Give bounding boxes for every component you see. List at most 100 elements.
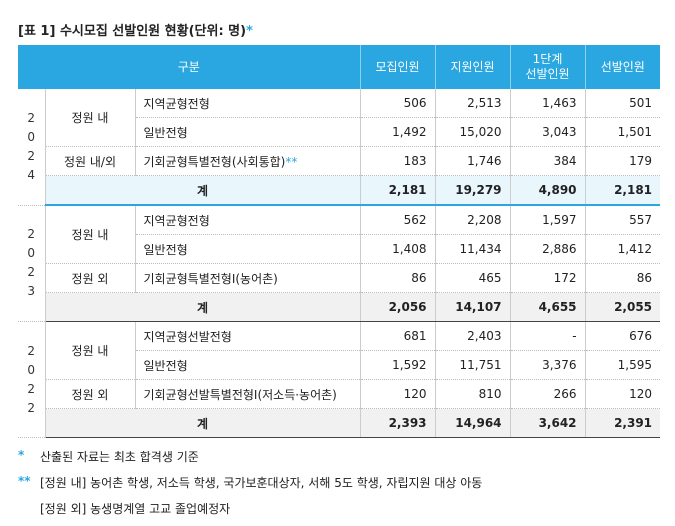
value-cell: 1,492 — [360, 117, 436, 147]
table-row: 정원 외 기회균형특별전형Ⅰ(농어촌) 86 465 172 86 — [18, 263, 661, 293]
total-row: 계 2,181 19,279 4,890 2,181 — [18, 175, 661, 206]
value-cell: 1,408 — [360, 234, 436, 264]
title: [표 1] 수시모집 선발인원 현황(단위: 명)* — [18, 20, 253, 39]
note-mark: ** — [18, 474, 31, 488]
header-cell: 1단계 선발인원 — [510, 45, 586, 89]
note-text: [정원 외] 농생명계열 고교 졸업예정자 — [40, 502, 231, 516]
header-cell: 구분 — [18, 45, 361, 89]
total-value: 14,964 — [435, 408, 511, 438]
header-cell: 모집인원 — [360, 45, 436, 89]
note: [정원 외] 농생명계열 고교 졸업예정자 — [18, 500, 482, 517]
total-value: 2,181 — [360, 175, 436, 206]
row-name: 기회균형특별전형Ⅰ(농어촌) — [143, 271, 278, 286]
total-value: 3,642 — [510, 408, 586, 438]
row-name: 기회균형특별전형(사회통합) — [143, 154, 286, 169]
row-name: 지역균형선발전형 — [143, 329, 232, 344]
total-label: 계 — [45, 175, 361, 206]
notes: * 산출된 자료는 최초 합격생 기준 ** [정원 내] 농어촌 학생, 저소득 학… — [18, 448, 482, 526]
total-value: 4,890 — [510, 175, 586, 206]
table-row: 정원 외 기회균형선발특별전형Ⅰ(저소득·농어촌) 120 810 266 120 — [18, 379, 661, 409]
note-text: [정원 내] 농어촌 학생, 저소득 학생, 국가보훈대상자, 서해 5도 학생… — [40, 476, 483, 490]
value-cell: 1,595 — [585, 350, 661, 380]
value-cell: 1,463 — [510, 89, 586, 118]
value-cell: 2,886 — [510, 234, 586, 264]
name-cell: 일반전형 — [135, 350, 361, 380]
value-cell: 3,376 — [510, 350, 586, 380]
name-cell: 지역균형선발전형 — [135, 321, 361, 351]
header-cell: 지원인원 — [435, 45, 511, 89]
note: ** [정원 내] 농어촌 학생, 저소득 학생, 국가보훈대상자, 서해 5도 … — [18, 474, 482, 491]
value-cell: 11,751 — [435, 350, 511, 380]
total-value: 2,393 — [360, 408, 436, 438]
total-value: 2,391 — [585, 408, 661, 438]
row-name: 일반전형 — [143, 125, 188, 140]
value-cell: 86 — [360, 263, 436, 293]
value-cell: 179 — [585, 146, 661, 176]
total-value: 4,655 — [510, 292, 586, 322]
row-name: 기회균형선발특별전형Ⅰ(저소득·농어촌) — [143, 387, 337, 402]
group-cell: 정원 내 — [45, 321, 136, 380]
title-mark: * — [246, 24, 253, 39]
value-cell: 86 — [585, 263, 661, 293]
row-name: 일반전형 — [143, 358, 188, 373]
value-cell: 384 — [510, 146, 586, 176]
total-value: 19,279 — [435, 175, 511, 206]
value-cell: 2,403 — [435, 321, 511, 351]
total-value: 14,107 — [435, 292, 511, 322]
table-row: 일반전형 1,492 15,020 3,043 1,501 — [18, 117, 661, 147]
year-cell: 2024 — [18, 89, 46, 206]
value-cell: 810 — [435, 379, 511, 409]
value-cell: 120 — [360, 379, 436, 409]
row-name: 지역균형전형 — [143, 213, 210, 228]
value-cell: 501 — [585, 89, 661, 118]
value-cell: 172 — [510, 263, 586, 293]
table-row: 2024 정원 내 지역균형전형 506 2,513 1,463 501 — [18, 89, 661, 206]
value-cell: 465 — [435, 263, 511, 293]
name-cell: 기회균형특별전형(사회통합)** — [135, 146, 361, 176]
value-cell: 15,020 — [435, 117, 511, 147]
name-cell: 지역균형전형 — [135, 205, 361, 235]
value-cell: 676 — [585, 321, 661, 351]
value-cell: 506 — [360, 89, 436, 118]
value-cell: 1,746 — [435, 146, 511, 176]
row-mark: ** — [285, 154, 298, 169]
name-cell: 기회균형선발특별전형Ⅰ(저소득·농어촌) — [135, 379, 361, 409]
value-cell: 3,043 — [510, 117, 586, 147]
value-cell: 1,412 — [585, 234, 661, 264]
group-cell: 정원 내/외 — [45, 146, 136, 176]
table-row: 2023 정원 내 지역균형전형 562 2,208 1,597 557 — [18, 205, 661, 322]
value-cell: 11,434 — [435, 234, 511, 264]
value-cell: 2,208 — [435, 205, 511, 235]
group-cell: 정원 외 — [45, 379, 136, 409]
total-row: 계 2,056 14,107 4,655 2,055 — [18, 292, 661, 322]
value-cell: 1,597 — [510, 205, 586, 235]
table-row: 정원 내/외 기회균형특별전형(사회통합)** 183 1,746 384 179 — [18, 146, 661, 176]
name-cell: 일반전형 — [135, 234, 361, 264]
value-cell: - — [510, 321, 586, 351]
table-row: 2022 정원 내 지역균형선발전형 681 2,403-676 — [18, 321, 661, 438]
header-row: 구분 모집인원 지원인원 1단계 선발인원 선발인원 — [18, 45, 661, 89]
value-cell: 266 — [510, 379, 586, 409]
total-row: 계 2,393 14,964 3,642 2,391 — [18, 408, 661, 438]
total-label: 계 — [45, 292, 361, 322]
table: 구분 모집인원 지원인원 1단계 선발인원 선발인원 2024 정원 내 지역균형전형 506… — [18, 45, 661, 438]
note: * 산출된 자료는 최초 합격생 기준 — [18, 448, 482, 465]
title-text: [표 1] 수시모집 선발인원 현황(단위: 명) — [18, 24, 247, 39]
name-cell: 일반전형 — [135, 117, 361, 147]
row-name: 지역균형전형 — [143, 96, 210, 111]
header-cell: 선발인원 — [585, 45, 661, 89]
note-mark — [18, 500, 40, 517]
value-cell: 2,513 — [435, 89, 511, 118]
table-row: 일반전형 1,408 11,434 2,886 1,412 — [18, 234, 661, 264]
total-label: 계 — [45, 408, 361, 438]
value-cell: 681 — [360, 321, 436, 351]
total-value: 2,181 — [585, 175, 661, 206]
value-cell: 183 — [360, 146, 436, 176]
table-row: 일반전형 1,592 11,751 3,376 1,595 — [18, 350, 661, 380]
name-cell: 기회균형특별전형Ⅰ(농어촌) — [135, 263, 361, 293]
group-cell: 정원 내 — [45, 89, 136, 147]
value-cell: 557 — [585, 205, 661, 235]
name-cell: 지역균형전형 — [135, 89, 361, 118]
total-value: 2,056 — [360, 292, 436, 322]
